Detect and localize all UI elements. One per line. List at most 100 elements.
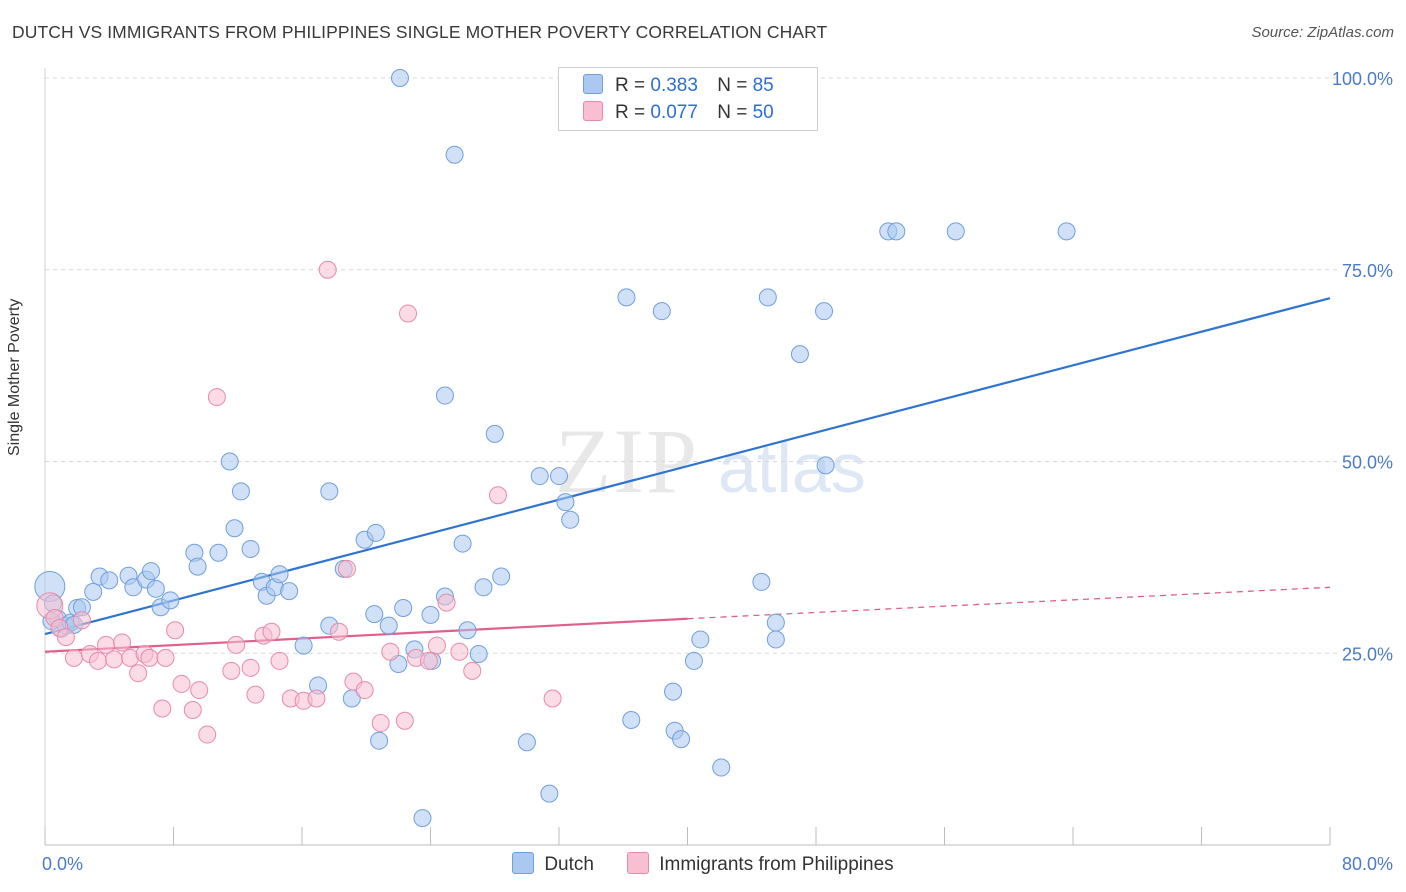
point-series-0-21 <box>220 452 239 471</box>
series-legend-philippines: Immigrants from Philippines <box>627 852 894 876</box>
point-series-1-23 <box>222 661 241 680</box>
y-tick-label-3: 100.0% <box>1332 69 1393 89</box>
point-series-1-49 <box>543 689 562 708</box>
trend-line-series-0 <box>44 297 1331 636</box>
watermark-atlas: atlas <box>718 429 866 507</box>
series-name-dutch: Dutch <box>544 854 594 875</box>
legend-r-label: R = <box>615 102 646 123</box>
point-series-0-55 <box>517 733 536 752</box>
point-series-1-41 <box>399 304 418 323</box>
point-series-0-8 <box>84 582 103 601</box>
point-series-0-66 <box>672 730 691 749</box>
point-series-0-74 <box>815 302 834 321</box>
point-series-1-44 <box>427 636 446 655</box>
point-series-0-51 <box>469 645 488 664</box>
point-series-0-68 <box>691 630 710 649</box>
point-series-1-32 <box>307 689 326 708</box>
point-series-1-10 <box>113 633 132 652</box>
source-label: Source: ZipAtlas.com <box>1251 24 1394 41</box>
point-series-0-54 <box>492 567 511 586</box>
y-tick-label-2: 75.0% <box>1342 261 1393 281</box>
point-series-0-23 <box>231 482 250 501</box>
legend-row-dutch: R = 0.383 N = 85 <box>583 74 774 100</box>
point-series-1-3 <box>56 628 75 647</box>
point-series-1-35 <box>337 559 356 578</box>
point-series-0-52 <box>474 578 493 597</box>
correlation-legend: R = 0.383 N = 85 R = 0.077 N = 50 <box>558 67 818 131</box>
series-name-philippines: Immigrants from Philippines <box>659 854 894 875</box>
point-series-1-9 <box>105 650 124 669</box>
point-series-0-72 <box>766 630 785 649</box>
point-series-1-37 <box>355 681 374 700</box>
point-series-0-79 <box>1057 222 1076 241</box>
legend-r-philippines: 0.077 <box>650 102 698 123</box>
chart-title: DUTCH VS IMMIGRANTS FROM PHILIPPINES SIN… <box>12 22 828 42</box>
point-series-0-60 <box>561 510 580 529</box>
legend-swatch-philippines <box>583 101 603 121</box>
legend-n-dutch: 85 <box>752 75 774 96</box>
point-series-0-31 <box>320 482 339 501</box>
series-legend: Dutch Immigrants from Philippines <box>0 852 1406 876</box>
point-series-0-82 <box>270 565 289 584</box>
point-series-1-22 <box>207 388 226 407</box>
point-series-0-50 <box>458 621 477 640</box>
point-series-1-24 <box>227 635 246 654</box>
x-tick-label-min: 0.0% <box>42 854 83 874</box>
point-series-1-12 <box>129 664 148 683</box>
point-series-0-20 <box>209 543 228 562</box>
point-series-1-26 <box>246 685 265 704</box>
point-series-0-59 <box>556 493 575 512</box>
grid-lines <box>45 77 1338 654</box>
point-series-0-63 <box>652 302 671 321</box>
point-series-1-43 <box>419 651 438 670</box>
point-series-1-14 <box>140 648 159 667</box>
point-series-0-46 <box>435 386 454 405</box>
point-series-0-10 <box>100 571 119 590</box>
point-series-0-56 <box>530 467 549 486</box>
point-series-0-71 <box>766 613 785 632</box>
point-series-1-47 <box>463 661 482 680</box>
point-series-1-21 <box>198 725 217 744</box>
point-series-0-48 <box>445 145 464 164</box>
point-series-1-28 <box>262 622 281 641</box>
series-legend-dutch: Dutch <box>512 852 594 876</box>
point-series-1-7 <box>89 651 108 670</box>
point-series-0-22 <box>225 519 244 538</box>
point-series-0-70 <box>758 288 777 307</box>
point-series-1-40 <box>395 711 414 730</box>
point-series-0-41 <box>390 69 409 87</box>
point-series-0-67 <box>684 651 703 670</box>
legend-row-philippines: R = 0.077 N = 50 <box>583 101 774 127</box>
point-series-1-25 <box>241 658 260 677</box>
point-series-1-16 <box>156 648 175 667</box>
x-tick-label-max: 80.0% <box>1342 854 1393 874</box>
trend-line-series-1 <box>44 617 688 653</box>
point-series-0-84 <box>752 572 771 591</box>
point-series-0-28 <box>280 582 299 601</box>
point-series-0-24 <box>241 539 260 558</box>
point-series-0-75 <box>816 456 835 475</box>
legend-r-dutch: 0.383 <box>650 75 698 96</box>
point-series-1-38 <box>371 714 390 733</box>
legend-n-label: N = <box>717 75 748 96</box>
point-series-0-37 <box>366 523 385 542</box>
point-series-0-42 <box>394 598 413 617</box>
point-series-1-39 <box>381 642 400 661</box>
y-tick-label-0: 25.0% <box>1342 644 1393 664</box>
point-series-0-44 <box>413 809 432 828</box>
point-series-1-5 <box>72 611 91 630</box>
point-series-0-36 <box>365 605 384 624</box>
point-series-0-73 <box>790 345 809 364</box>
point-series-0-57 <box>550 467 568 486</box>
point-series-1-33 <box>318 260 337 279</box>
trend-line-extension-series-1 <box>687 586 1331 620</box>
point-series-0-38 <box>379 616 398 635</box>
point-series-1-46 <box>450 642 469 661</box>
point-series-1-15 <box>153 699 172 718</box>
point-series-0-62 <box>622 710 641 729</box>
point-series-0-64 <box>664 682 683 701</box>
point-series-0-61 <box>617 288 636 307</box>
y-tick-label-1: 50.0% <box>1342 453 1393 473</box>
point-series-1-4 <box>64 648 83 667</box>
